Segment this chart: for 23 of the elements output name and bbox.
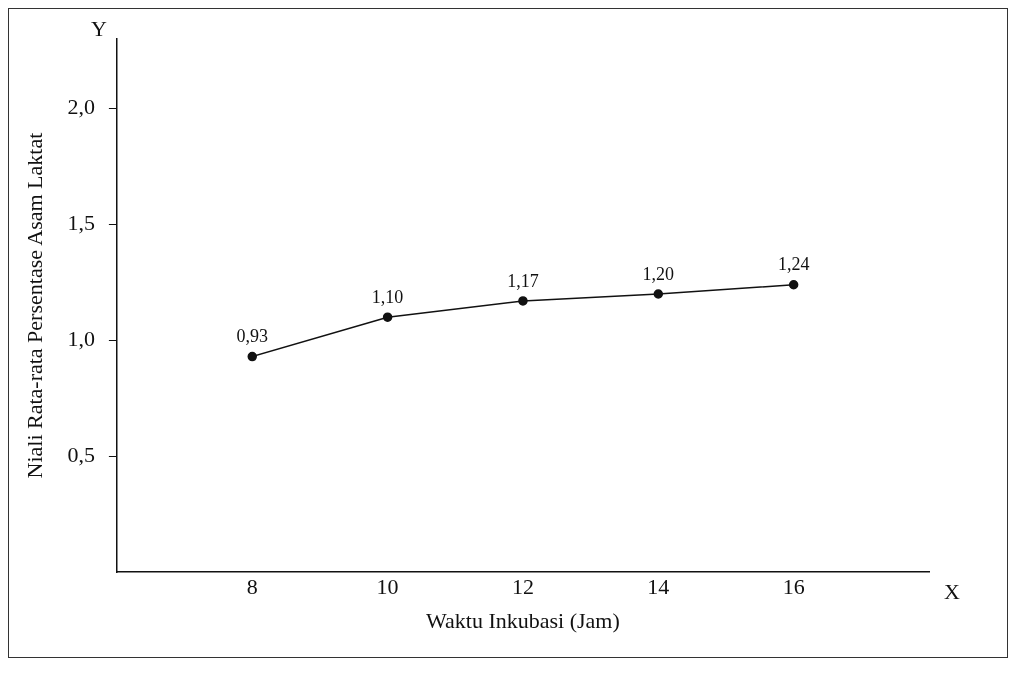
y-tick-label: 1,5 <box>67 210 95 236</box>
x-tick-label: 10 <box>376 574 399 600</box>
data-label: 1,20 <box>642 263 675 284</box>
point <box>247 351 257 362</box>
x-tick-label: 8 <box>246 574 258 600</box>
point <box>653 289 664 299</box>
text: Y <box>91 15 108 41</box>
y-axis-title: Niali Rata-rata Persentase Asam Laktat <box>21 132 47 479</box>
y-tick-label: 2,0 <box>67 94 95 120</box>
y-tick-label: 1,0 <box>67 326 95 352</box>
data-label: 0,93 <box>236 326 268 347</box>
point <box>788 279 799 290</box>
x-tick-label: 16 <box>782 574 805 600</box>
data-label: 1,24 <box>777 254 810 275</box>
x-axis-title: Waktu Inkubasi (Jam) <box>426 607 620 633</box>
text: X <box>944 578 960 604</box>
data-label: 1,17 <box>507 270 539 291</box>
x-tick-label: 12 <box>511 574 534 600</box>
x-tick-label: 14 <box>647 574 670 600</box>
data-label: 1,10 <box>371 286 404 307</box>
point <box>518 296 528 306</box>
y-tick-label: 0,5 <box>67 442 95 468</box>
point <box>382 312 393 322</box>
